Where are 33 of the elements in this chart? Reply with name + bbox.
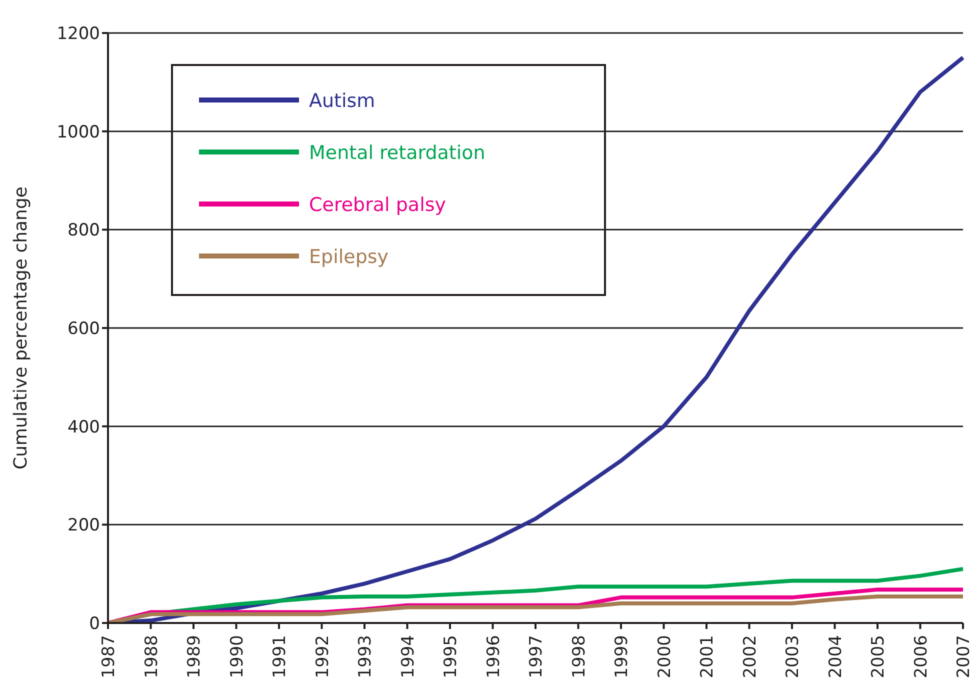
x-tick-label: 1992 [312, 635, 333, 678]
x-tick-label: 2002 [740, 635, 760, 678]
x-tick-label: 1994 [398, 635, 418, 678]
x-tick-label: 2003 [783, 635, 804, 678]
x-tick-label: 2001 [698, 635, 718, 678]
y-tick-label: 600 [68, 319, 100, 340]
y-tick-label: 1200 [56, 24, 100, 44]
x-tick-label: 1988 [142, 635, 162, 678]
y-tick-label: 800 [68, 220, 100, 241]
text: Cerebral palsy [309, 194, 446, 216]
y-tick-label: 200 [68, 516, 100, 536]
x-tick-label: 1996 [484, 635, 504, 678]
x-tick-label: 1989 [184, 635, 205, 678]
y-axis-title: Cumulative percentage change [10, 186, 32, 470]
x-tick-label: 2007 [954, 635, 973, 678]
text: Mental retardation [309, 142, 486, 164]
x-tick-label: 1991 [270, 635, 290, 678]
x-tick-label: 2006 [911, 635, 932, 678]
x-tick-label: 1987 [99, 635, 120, 678]
y-tick-label: 1000 [56, 122, 100, 142]
x-tick-label: 2000 [654, 635, 675, 678]
y-tick-label: 400 [68, 417, 100, 438]
x-tick-label: 1998 [569, 635, 590, 678]
x-tick-label: 2005 [868, 635, 889, 678]
text: Autism [309, 90, 376, 112]
x-tick-label: 1995 [441, 635, 462, 678]
x-tick-label: 2004 [826, 635, 846, 678]
text: Epilepsy [309, 246, 389, 268]
x-tick-label: 1990 [227, 635, 248, 678]
y-tick-label: 0 [89, 614, 100, 634]
x-tick-label: 1993 [356, 635, 376, 678]
x-tick-label: 1997 [526, 635, 547, 678]
x-tick-label: 1999 [612, 635, 632, 678]
